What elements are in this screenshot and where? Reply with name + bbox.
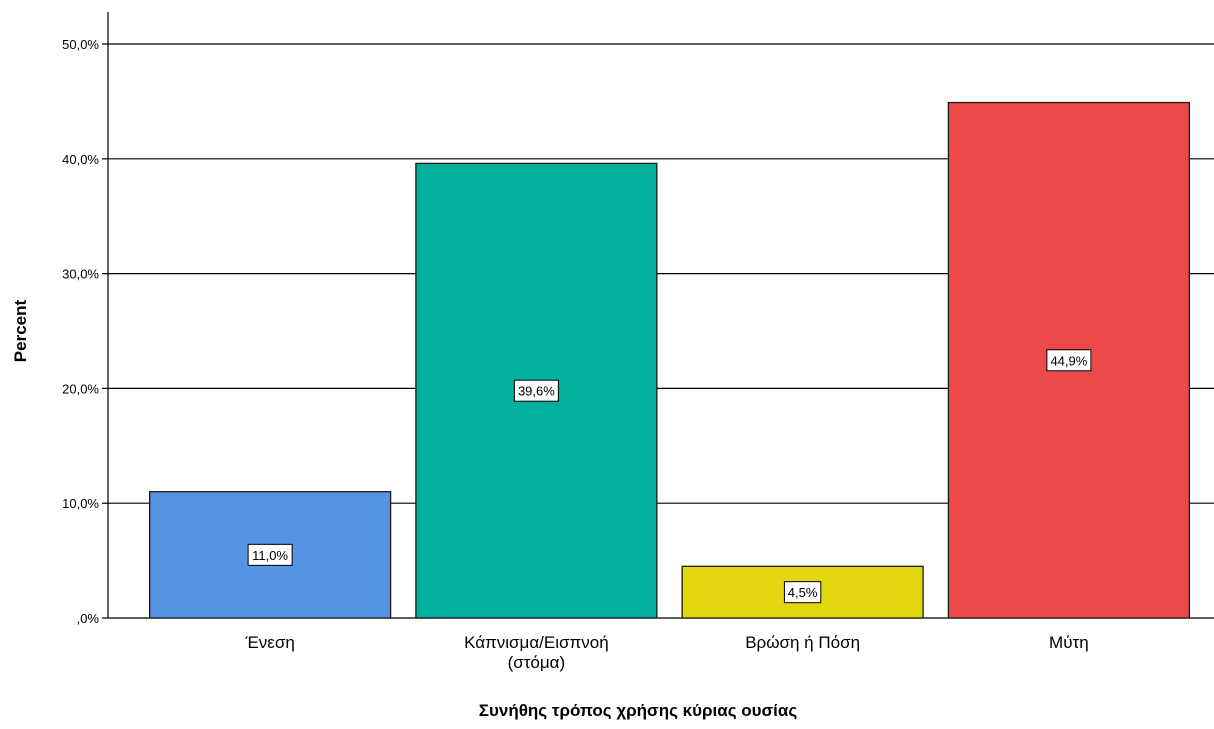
x-tick-label: Βρώση ή Πόση [745, 633, 860, 652]
data-label-box [247, 543, 293, 566]
bar [148, 491, 392, 619]
data-label: 4,5% [788, 585, 818, 600]
data-label: 39,6% [518, 384, 555, 399]
x-tick-label: Κάπνισμα/Εισπνοή [464, 633, 609, 652]
y-tick-label: 50,0% [62, 37, 99, 52]
y-tick-label: 10,0% [62, 496, 99, 511]
y-tick-label: 20,0% [62, 381, 99, 396]
axes: ,0% 10,0% 20,0% 30,0% 40,0% 50,0% Ένεση Κάπνισμ… [62, 12, 1089, 672]
y-axis-title: Percent [11, 299, 30, 362]
y-tick-label: 30,0% [62, 267, 99, 282]
y-tick-label: ,0% [77, 611, 100, 626]
data-label-box [513, 379, 559, 402]
data-labels: 11,0% 39,6% 4,5% 44,9% [247, 349, 1092, 604]
x-tick-label: (στόμα) [508, 653, 566, 672]
y-tick-label: 40,0% [62, 152, 99, 167]
x-axis-title: Συνήθης τρόπος χρήσης κύριας ουσίας [479, 701, 798, 720]
x-tick-label: Μύτη [1049, 633, 1089, 652]
data-label: 11,0% [252, 548, 288, 563]
bars [148, 101, 1191, 619]
data-label: 44,9% [1050, 353, 1087, 368]
x-tick-label: Ένεση [244, 633, 294, 652]
data-label-box [783, 581, 822, 604]
data-label-box [1046, 349, 1092, 372]
